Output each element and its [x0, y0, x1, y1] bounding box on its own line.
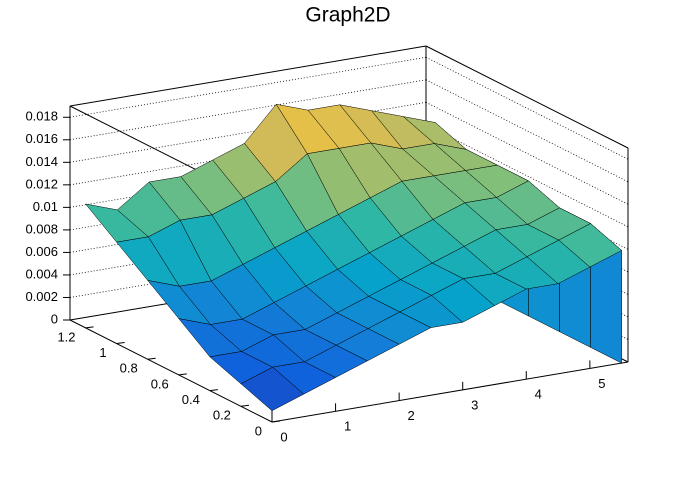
y-tick-label: 0.4 [182, 392, 200, 407]
y-tick-label: 0.8 [120, 361, 138, 376]
axis-frame [69, 319, 273, 423]
tick-mark [147, 357, 156, 360]
grid-line [69, 56, 427, 118]
z-tick-label: 0.008 [25, 221, 58, 236]
tick-mark [209, 389, 218, 392]
z-tick-label: 0.01 [33, 199, 58, 214]
y-tick-label: 1.2 [57, 329, 75, 344]
axis-frame [271, 361, 629, 423]
z-tick-label: 0.014 [25, 154, 58, 169]
y-tick-label: 1 [99, 345, 106, 360]
y-tick-label: 0.6 [151, 376, 169, 391]
tick-mark [178, 373, 187, 376]
x-tick-label: 1 [344, 419, 351, 434]
x-tick-label: 2 [408, 408, 415, 423]
chart-title: Graph2D [305, 4, 390, 27]
z-tick-label: 0.012 [25, 176, 58, 191]
tick-mark [116, 342, 125, 345]
x-tick-label: 3 [471, 397, 478, 412]
z-tick-label: 0 [51, 311, 58, 326]
y-tick-label: 0.2 [213, 408, 231, 423]
z-tick-label: 0.002 [25, 289, 58, 304]
z-tick-label: 0.006 [25, 244, 58, 259]
z-tick-label: 0.018 [25, 109, 58, 124]
z-tick-label: 0.016 [25, 131, 58, 146]
tick-mark [240, 404, 249, 407]
tick-mark [85, 326, 94, 329]
x-tick-label: 0 [280, 429, 287, 444]
tick-mark [271, 420, 281, 423]
axis-frame [69, 45, 427, 107]
y-tick-label: 0 [255, 423, 262, 438]
surface-cell [558, 223, 623, 268]
grid-line [69, 79, 427, 141]
z-tick-label: 0.004 [25, 266, 58, 281]
x-tick-label: 4 [535, 387, 542, 402]
axis-frame [425, 45, 629, 149]
x-tick-label: 5 [598, 376, 605, 391]
